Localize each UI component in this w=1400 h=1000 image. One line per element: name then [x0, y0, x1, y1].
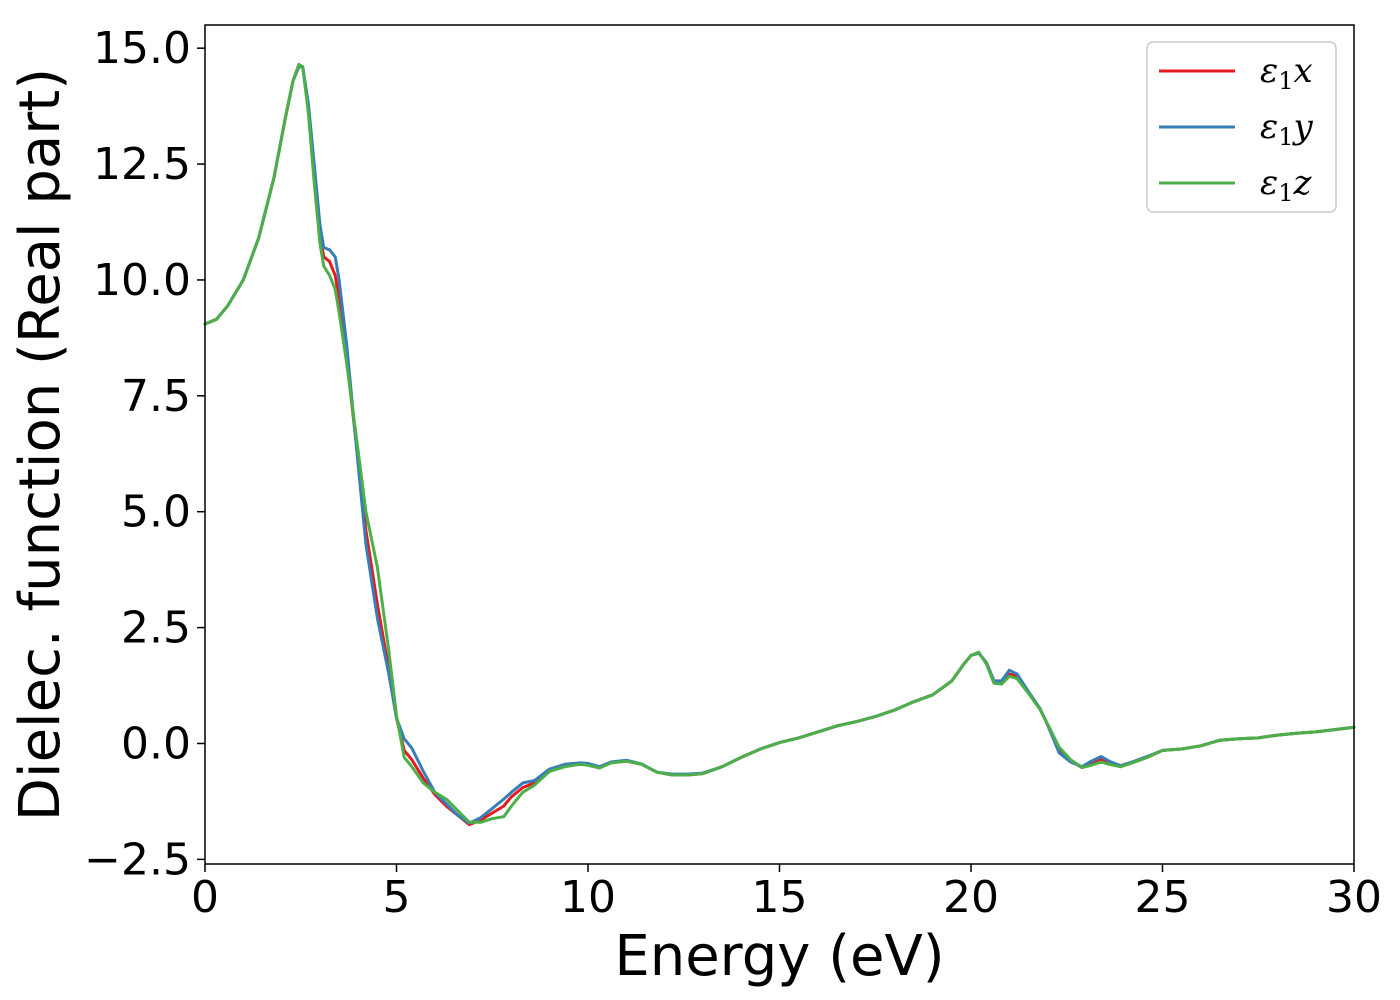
- y-axis-title: Dielec. function (Real part): [8, 68, 73, 821]
- y-tick-label: 0.0: [121, 718, 191, 769]
- y-axis-ticks: −2.5 0.0 2.5 5.0 7.5 10.0 12.5 15.0: [84, 23, 205, 885]
- y-tick-label: −2.5: [84, 834, 191, 885]
- legend-label-2: ε1y: [1260, 107, 1314, 151]
- legend-box: [1146, 41, 1337, 213]
- series-layer: [203, 62, 1356, 827]
- series-line-3: [203, 62, 1356, 824]
- y-tick-label: 10.0: [93, 255, 191, 306]
- y-tick-label: 12.5: [93, 139, 191, 190]
- x-tick-label: 15: [752, 872, 808, 923]
- y-tick-label: 2.5: [121, 603, 191, 654]
- legend-label-1: ε1x: [1260, 51, 1313, 95]
- y-tick-label: 7.5: [121, 371, 191, 422]
- x-tick-label: 0: [191, 872, 219, 923]
- x-axis-ticks: 0 5 10 15 20 25 30: [191, 864, 1382, 923]
- legend-label-3: ε1z: [1260, 163, 1313, 207]
- x-tick-label: 5: [383, 872, 411, 923]
- y-tick-label: 15.0: [93, 23, 191, 74]
- x-tick-label: 30: [1326, 872, 1382, 923]
- y-tick-label: 5.0: [121, 487, 191, 538]
- x-tick-label: 20: [943, 872, 999, 923]
- legend: ε1x ε1y ε1z: [1146, 41, 1337, 213]
- x-axis-title: Energy (eV): [614, 924, 944, 989]
- x-tick-label: 25: [1135, 872, 1191, 923]
- x-tick-label: 10: [560, 872, 616, 923]
